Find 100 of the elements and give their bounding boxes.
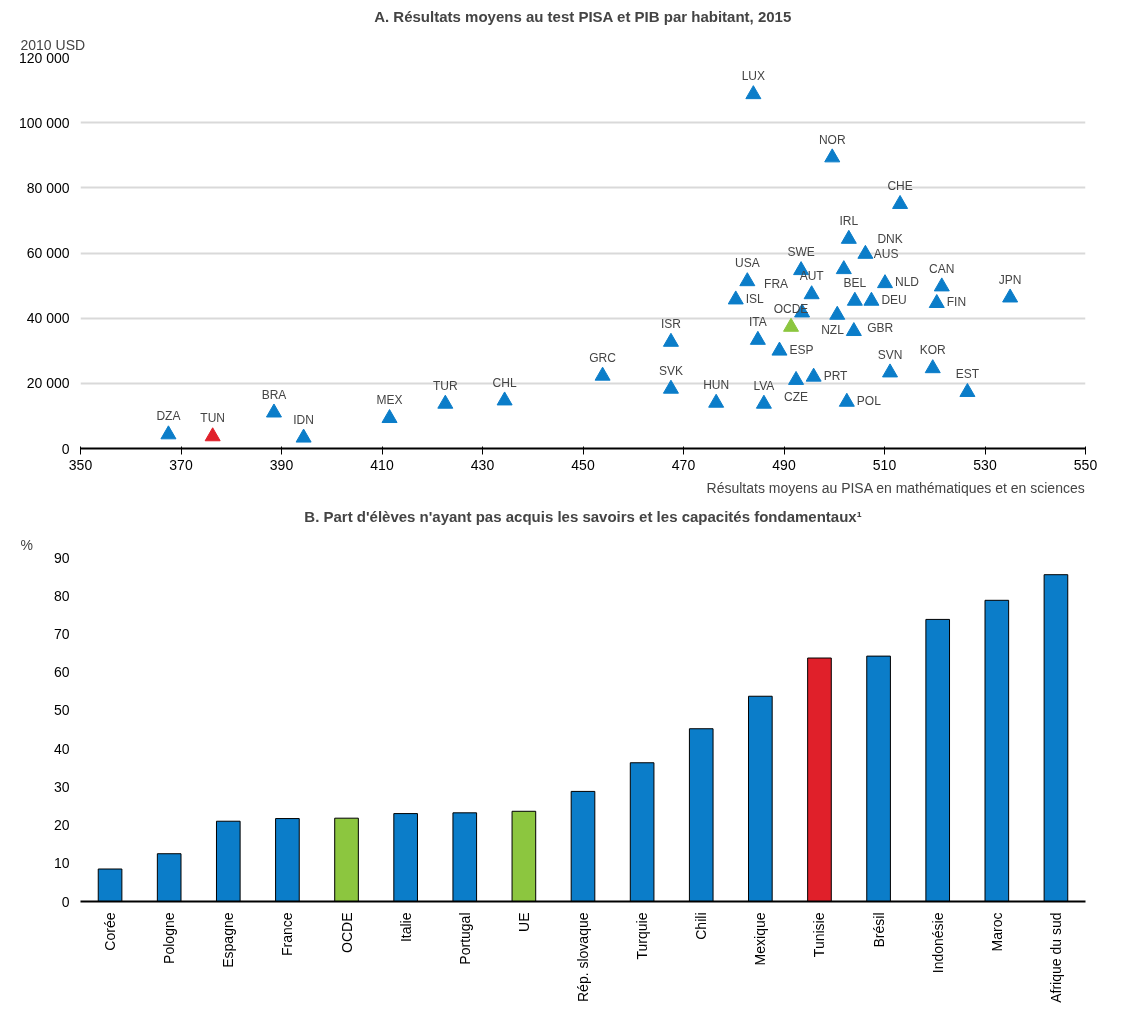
y-tick-label: 20 000	[26, 375, 70, 392]
y-tick-label: 80 000	[26, 179, 70, 196]
point	[863, 291, 880, 306]
x-tick-label: 430	[470, 456, 495, 473]
annotation: KOR	[919, 343, 947, 358]
x-tick-label: Portugal	[456, 912, 473, 965]
point	[160, 425, 177, 440]
y-tick-label: 80	[53, 587, 70, 604]
x-tick-label: Corée	[102, 912, 119, 951]
y-tick-label: 50	[53, 702, 70, 719]
point	[755, 394, 772, 409]
y-tick-label: 90	[53, 549, 70, 566]
annotation: GRC	[589, 350, 617, 365]
x-tick-label: Afrique du sud	[1047, 912, 1064, 1003]
annotation: LUX	[741, 69, 766, 84]
x-tick-label: Indonésie	[929, 912, 946, 974]
annotation: SWE	[787, 245, 815, 260]
annotation: BEL	[843, 275, 867, 290]
y-tick-label: 30	[53, 778, 70, 795]
x-tick-label: Espagne	[220, 912, 237, 968]
y-tick-label: 10	[53, 855, 70, 872]
point	[295, 428, 312, 443]
point	[892, 194, 909, 209]
point	[381, 409, 398, 424]
annotation: MEX	[376, 393, 403, 408]
y-tick-label: 60	[53, 664, 70, 681]
annotation: IDN	[293, 412, 314, 427]
annotation: HUN	[703, 377, 730, 392]
x-tick-label: 450	[571, 456, 595, 473]
point	[1002, 288, 1019, 303]
annotation: PRT	[823, 368, 849, 383]
annotation: DZA	[156, 409, 181, 424]
point	[882, 363, 899, 378]
point	[745, 85, 762, 100]
annotation: SVN	[877, 347, 903, 362]
annotation: EST	[955, 367, 980, 382]
annotation: AUT	[799, 269, 825, 284]
annotation: DEU	[881, 292, 907, 307]
point	[928, 294, 945, 309]
x-tick-label: 490	[772, 456, 796, 473]
x-tick-label: Chili	[693, 912, 710, 940]
point	[783, 317, 800, 332]
x-tick-label: Italie	[397, 912, 414, 943]
x-tick-label: Rép. slovaque	[575, 912, 591, 1002]
point	[708, 393, 725, 408]
annotation: GBR	[867, 320, 894, 335]
annotation: SVK	[658, 363, 683, 378]
point	[924, 359, 941, 374]
annotation: FRA	[764, 276, 789, 291]
y-tick-label: 0	[61, 440, 70, 457]
annotation: ESP	[789, 342, 814, 357]
x-tick-label: 390	[269, 456, 294, 473]
annotation: CAN	[929, 261, 955, 276]
y-tick-label: 40	[53, 740, 70, 757]
y-tick-label: 0	[61, 893, 70, 910]
y-axis-title: %	[20, 536, 33, 553]
annotation: ITA	[748, 315, 767, 329]
annotation: POL	[856, 393, 882, 408]
y-tick-label: 20	[53, 817, 70, 834]
point	[838, 392, 855, 407]
point	[877, 274, 893, 289]
point	[739, 272, 756, 287]
point	[437, 394, 454, 409]
annotation: ISR	[660, 316, 682, 331]
point	[933, 277, 950, 292]
point	[846, 291, 863, 306]
x-tick-label: 350	[68, 456, 93, 473]
point	[662, 332, 679, 347]
annotation: DNK	[877, 231, 903, 246]
annotation: CHE	[887, 179, 913, 194]
annotation: LVA	[753, 378, 775, 393]
x-tick-label: Pologne	[161, 912, 178, 964]
point	[771, 341, 788, 356]
x-tick-label: 530	[973, 456, 997, 473]
point	[857, 244, 874, 259]
annotation: CHL	[492, 375, 517, 390]
y-tick-label: 70	[53, 625, 70, 642]
annotation: JPN	[998, 272, 1022, 287]
point	[662, 379, 679, 394]
point	[845, 322, 862, 337]
annotation: FIN	[946, 295, 967, 310]
x-tick-label: UE	[515, 912, 532, 932]
annotation: TUN	[200, 411, 225, 426]
x-tick-label: OCDE	[338, 912, 355, 953]
x-tick-label: Maroc	[988, 912, 1005, 952]
x-tick-label: 470	[671, 456, 696, 473]
y-tick-label: 40 000	[26, 310, 70, 327]
point	[204, 427, 221, 442]
point	[840, 229, 857, 244]
annotation: AUS	[873, 247, 899, 262]
chart-title: A. Résultats moyens au test PISA et PIB par habitant, 2015	[374, 7, 792, 25]
x-tick-label: Brésil	[870, 912, 887, 948]
x-tick-label: 510	[872, 456, 897, 473]
chart-title: B. Part d'élèves n'ayant pas acquis les savoirs et les capacités fondamentaux¹	[304, 507, 862, 525]
x-tick-label: Mexique	[752, 912, 769, 966]
point	[829, 305, 846, 320]
annotation: TUR	[432, 378, 458, 393]
x-tick-label: 410	[370, 456, 394, 473]
y-tick-label: 100 000	[18, 114, 70, 131]
point	[265, 403, 282, 418]
